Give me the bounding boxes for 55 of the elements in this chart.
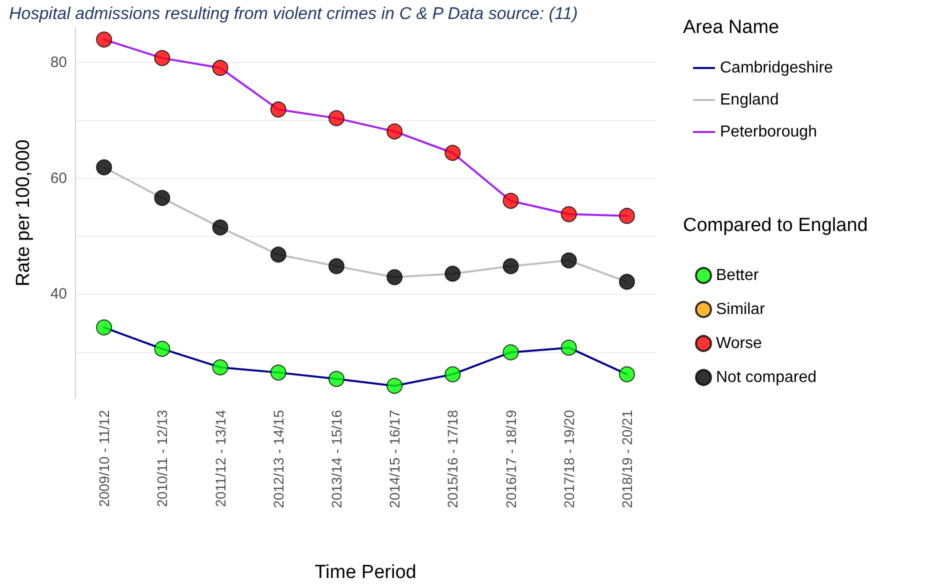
point — [444, 366, 461, 382]
x-tick-label: 2017/18 - 19/20 — [560, 410, 577, 508]
point — [328, 110, 344, 126]
legend-label: Worse — [716, 335, 762, 352]
text: Compared to England — [683, 215, 868, 236]
point — [154, 340, 170, 357]
x-tick-label: 2010/11 - 12/13 — [154, 410, 170, 508]
y-axis-title: Rate per 100,000 — [13, 140, 34, 286]
point — [270, 364, 286, 381]
point — [96, 32, 112, 48]
point — [328, 258, 344, 274]
y-tick-label: 40 — [50, 285, 67, 302]
x-tick-label: 2013/14 - 15/16 — [328, 410, 344, 508]
point — [502, 192, 519, 209]
point — [212, 219, 228, 236]
legend-label: Similar — [716, 301, 766, 318]
point — [328, 370, 344, 387]
y-tick-label: 80 — [50, 54, 67, 72]
y-tick-label: 60 — [50, 170, 67, 187]
point — [560, 206, 577, 222]
point — [96, 319, 112, 336]
point — [386, 123, 403, 140]
point — [386, 378, 403, 394]
point — [502, 258, 519, 274]
legend-label: Cambridgeshire — [720, 60, 834, 76]
point — [618, 274, 635, 290]
x-tick-label: 2014/15 - 16/17 — [386, 410, 403, 508]
legend-label: Peterborough — [720, 124, 817, 140]
legend-label: Not compared — [716, 369, 816, 386]
point — [618, 366, 635, 382]
x-tick-label: 2011/12 - 13/14 — [212, 410, 228, 508]
point — [270, 102, 286, 118]
point — [444, 144, 461, 161]
point — [96, 159, 112, 176]
x-tick-label: 2018/19 - 20/21 — [618, 410, 635, 508]
legend-label: Better — [716, 267, 760, 284]
x-tick-label: 2015/16 - 17/18 — [444, 410, 461, 508]
x-axis-title: Time Period — [314, 562, 416, 583]
point — [154, 190, 170, 206]
point — [618, 208, 635, 224]
chart-title: Hospital admissions resulting from violent crimes in C & P Data source: (11) — [9, 4, 578, 23]
point — [154, 50, 170, 66]
point — [502, 344, 519, 360]
point — [270, 246, 286, 263]
legend-label: England — [720, 92, 779, 108]
x-tick-label: 2009/10 - 11/12 — [96, 410, 112, 508]
point — [444, 266, 461, 282]
point — [386, 269, 403, 286]
x-tick-label: 2012/13 - 14/15 — [270, 410, 286, 508]
point — [560, 252, 577, 268]
point — [560, 340, 577, 356]
point — [212, 359, 228, 376]
x-tick-label: 2016/17 - 18/19 — [502, 410, 519, 508]
legend-title: Area Name — [683, 17, 780, 38]
point — [212, 60, 228, 76]
